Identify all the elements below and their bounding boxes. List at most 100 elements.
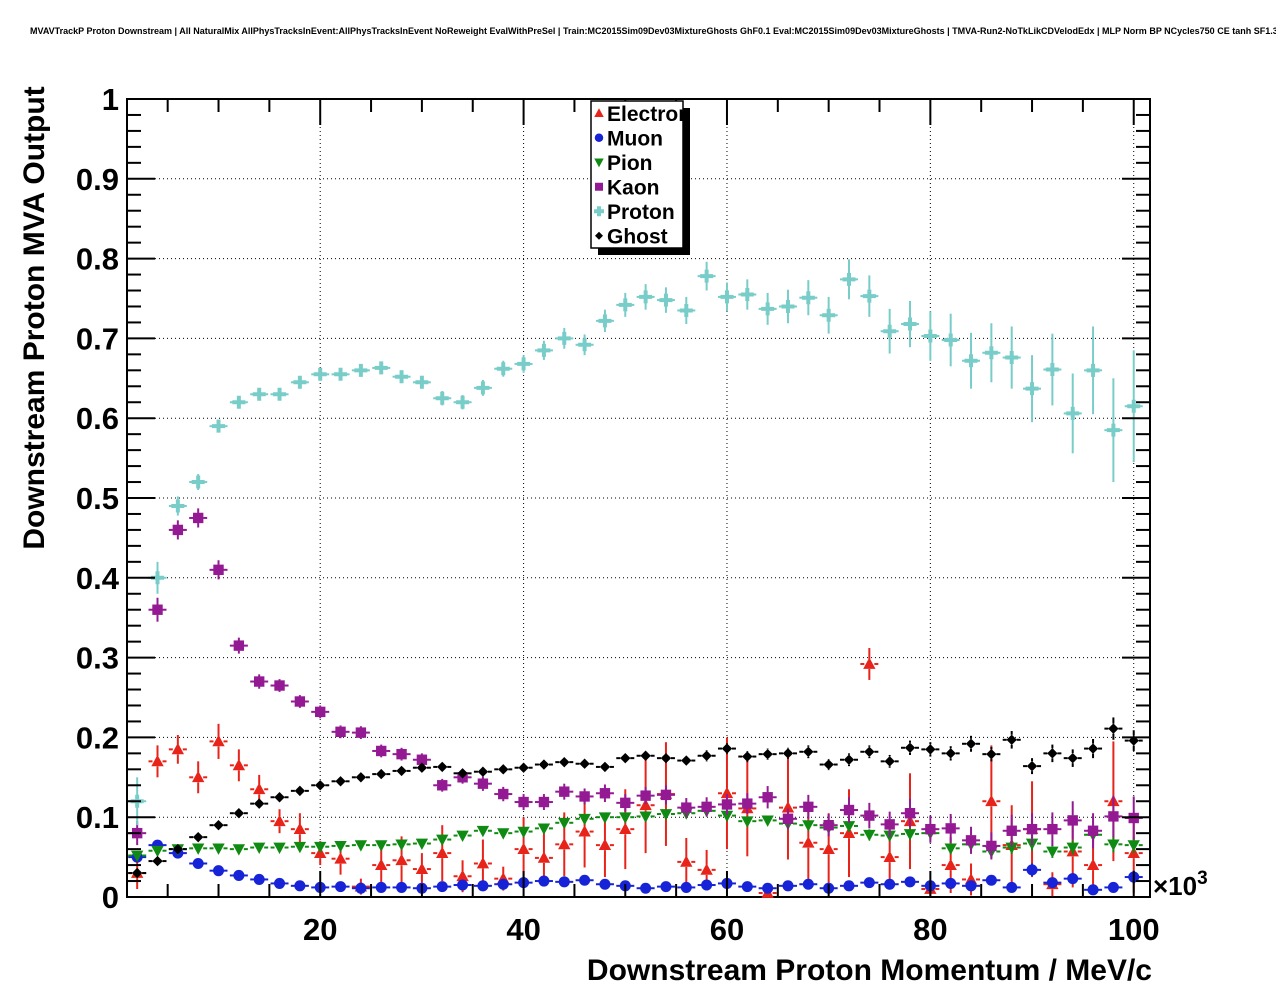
- marker-cross: [578, 338, 592, 352]
- marker-cross: [842, 272, 856, 286]
- marker-circle: [396, 881, 408, 893]
- legend-entry-muon: Muon: [594, 127, 663, 150]
- legend-entry-label: Kaon: [607, 176, 660, 199]
- marker-triangle-down: [151, 845, 164, 858]
- marker-circle: [457, 879, 469, 891]
- marker-cross: [944, 333, 958, 347]
- marker-square: [1006, 825, 1017, 836]
- marker-triangle-down: [1107, 839, 1120, 851]
- marker-triangle-up: [944, 858, 957, 870]
- marker-triangle-down: [375, 840, 388, 852]
- marker-cross: [232, 395, 246, 409]
- marker-triangle-up: [436, 846, 449, 858]
- marker-circle: [599, 878, 611, 890]
- marker-square: [253, 676, 265, 687]
- marker-triangle-down: [537, 823, 551, 835]
- marker-square: [396, 748, 407, 760]
- marker-cross: [740, 288, 754, 302]
- marker-triangle-up: [720, 786, 734, 799]
- marker-circle: [660, 881, 672, 893]
- marker-diamond: [213, 819, 224, 831]
- marker-square: [620, 797, 631, 809]
- marker-triangle-down: [212, 843, 225, 855]
- marker-cross: [273, 387, 287, 401]
- marker-triangle-up: [578, 825, 591, 837]
- marker-diamond: [274, 792, 285, 803]
- marker-triangle-down: [802, 820, 815, 832]
- legend-entry-pion: Pion: [594, 152, 653, 175]
- plot-title: MVAVTrackP Proton Downstream | All Natur…: [30, 26, 1276, 36]
- marker-circle: [335, 881, 347, 893]
- marker-triangle-down: [639, 811, 652, 823]
- marker-triangle-down: [497, 828, 510, 840]
- y-axis-title: Downstream Proton MVA Output: [18, 86, 51, 549]
- legend-box: [590, 100, 684, 249]
- marker-cross: [496, 362, 510, 376]
- marker-circle: [1046, 877, 1058, 889]
- marker-circle: [904, 876, 916, 888]
- marker-diamond: [1026, 760, 1038, 772]
- marker-triangle-up: [537, 851, 551, 863]
- marker-circle: [274, 877, 286, 889]
- marker-cross: [334, 367, 348, 381]
- marker-triangle-up: [375, 858, 388, 870]
- marker-circle: [579, 874, 591, 886]
- marker-cross: [435, 391, 449, 405]
- marker-cross: [883, 324, 897, 338]
- marker-diamond: [965, 738, 977, 749]
- legend-entry-electron: Electron: [594, 103, 691, 126]
- marker-triangle-up: [883, 850, 896, 862]
- y-tick-label: 0.6: [76, 401, 119, 436]
- legend-entry-label: Pion: [607, 152, 653, 175]
- marker-cross: [761, 302, 775, 316]
- marker-square: [843, 804, 855, 816]
- marker-diamond: [742, 751, 753, 762]
- marker-square: [355, 727, 367, 738]
- marker-diamond: [437, 761, 448, 773]
- marker-triangle-down: [293, 841, 307, 854]
- marker-diamond: [701, 750, 712, 761]
- marker-square: [925, 823, 936, 835]
- marker-triangle-up: [151, 754, 164, 767]
- marker-square: [823, 819, 834, 831]
- marker-diamond: [477, 766, 489, 777]
- y-tick-label: 0: [102, 880, 119, 915]
- marker-cross: [354, 363, 368, 377]
- marker-square: [640, 790, 651, 801]
- marker-diamond: [640, 750, 651, 761]
- marker-cross: [1106, 423, 1120, 437]
- marker-diamond: [599, 761, 611, 773]
- marker-diamond: [925, 744, 936, 755]
- marker-circle: [741, 881, 753, 893]
- marker-triangle-down: [761, 815, 774, 827]
- marker-diamond: [538, 759, 550, 770]
- marker-triangle-up: [781, 801, 795, 813]
- marker-circle: [802, 878, 814, 890]
- marker-triangle-down: [476, 825, 490, 838]
- legend-entry-label: Proton: [607, 201, 675, 224]
- marker-diamond: [843, 754, 855, 765]
- marker-square: [437, 780, 448, 791]
- data-series: [128, 259, 1143, 898]
- marker-square: [1047, 823, 1058, 835]
- marker-cross: [659, 293, 673, 307]
- marker-square: [1087, 825, 1099, 836]
- marker-triangle-up: [680, 855, 693, 867]
- marker-cross: [862, 289, 876, 303]
- marker-circle: [233, 869, 245, 881]
- marker-triangle-down: [1066, 842, 1079, 855]
- marker-circle: [640, 882, 652, 894]
- marker-triangle-down: [842, 821, 856, 833]
- marker-triangle-down: [594, 158, 604, 168]
- marker-square: [1026, 823, 1038, 835]
- marker-circle: [355, 882, 367, 894]
- marker-cross: [618, 298, 632, 312]
- marker-diamond: [498, 764, 509, 775]
- marker-triangle-up: [232, 758, 246, 771]
- marker-square: [599, 788, 611, 799]
- marker-cross: [903, 317, 917, 331]
- marker-diamond: [294, 785, 306, 797]
- marker-circle: [762, 882, 774, 894]
- marker-square: [721, 799, 733, 810]
- marker-triangle-up: [1086, 858, 1100, 870]
